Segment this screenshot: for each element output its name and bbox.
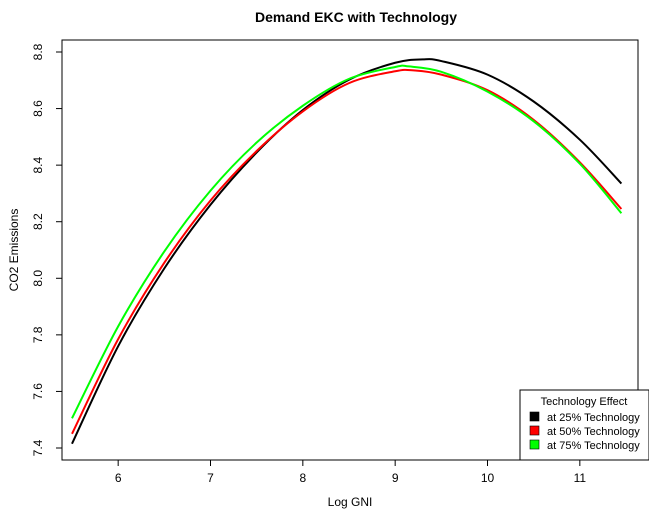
- y-tick-label: 7.6: [31, 383, 45, 400]
- legend-title: Technology Effect: [541, 396, 628, 408]
- legend-item-label: at 50% Technology: [547, 426, 640, 438]
- legend-swatch: [529, 411, 540, 422]
- x-axis-label: Log GNI: [328, 495, 373, 509]
- series-line-1: [71, 58, 623, 445]
- legend-box: [519, 389, 649, 461]
- y-tick-label: 8.6: [31, 100, 45, 117]
- series-line-3: [71, 64, 623, 419]
- y-tick-label: 8.4: [31, 156, 45, 173]
- legend: Technology Effect at 25% Technology at 50…: [519, 389, 649, 461]
- x-tick-label: 6: [115, 471, 122, 485]
- x-tick-label: 7: [207, 471, 214, 485]
- y-tick-label: 8.2: [31, 213, 45, 230]
- y-tick-label: 8.0: [31, 270, 45, 287]
- x-tick-label: 8: [299, 471, 306, 485]
- y-tick-label: 7.4: [31, 439, 45, 456]
- legend-item-label: at 75% Technology: [547, 440, 640, 452]
- y-axis: 7.4 7.6 7.8 8.0 8.2 8.4 8.6 8.8: [31, 43, 63, 456]
- x-axis: 6 7 8 9 10 11: [115, 459, 587, 485]
- legend-items: at 25% Technology at 50% Technology at 75%…: [529, 411, 640, 452]
- y-tick-label: 8.8: [31, 43, 45, 60]
- y-axis-label: CO2 Emissions: [7, 209, 21, 292]
- legend-item-label: at 25% Technology: [547, 412, 640, 424]
- series-layer: [71, 58, 623, 445]
- plot-area: 6 7 8 9 10 11 7.4 7.6 7.8 8.0 8.2 8.4 8.6 8.8: [31, 39, 639, 485]
- chart-title: Demand EKC with Technology: [255, 9, 457, 25]
- legend-swatch: [529, 439, 540, 450]
- series-line-2: [71, 68, 623, 435]
- legend-swatch: [529, 425, 540, 436]
- x-tick-label: 11: [574, 471, 587, 485]
- x-tick-label: 10: [481, 471, 495, 485]
- y-tick-label: 7.8: [31, 326, 45, 343]
- x-tick-label: 9: [392, 471, 399, 485]
